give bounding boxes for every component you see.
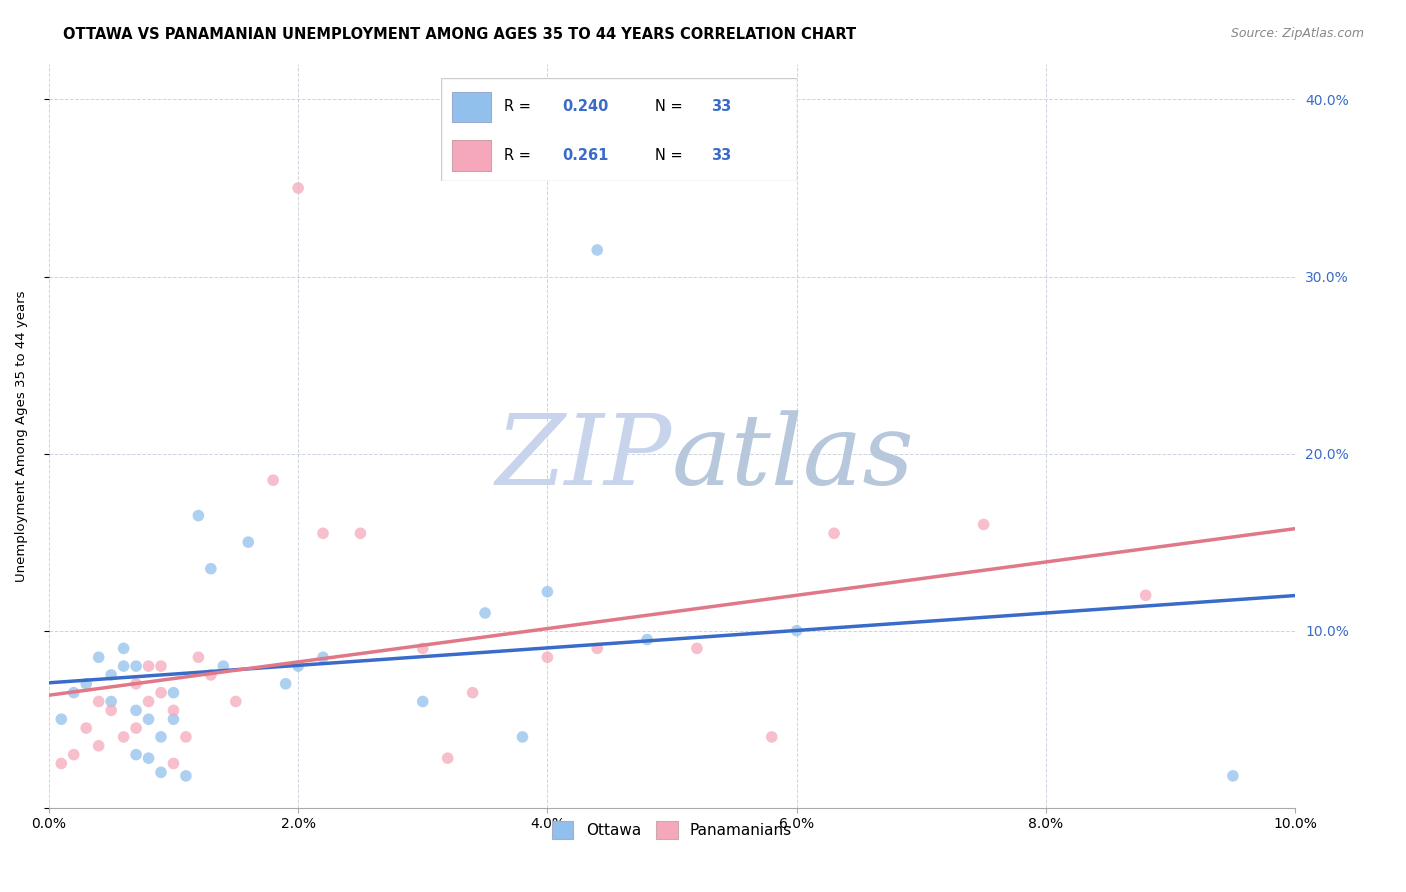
Y-axis label: Unemployment Among Ages 35 to 44 years: Unemployment Among Ages 35 to 44 years <box>15 290 28 582</box>
Point <box>436 751 458 765</box>
Point <box>138 694 160 708</box>
Point <box>512 730 534 744</box>
Legend: Ottawa, Panamanians: Ottawa, Panamanians <box>546 815 799 845</box>
Point <box>125 747 148 762</box>
Point <box>125 721 148 735</box>
Point <box>761 730 783 744</box>
Point <box>973 517 995 532</box>
Point <box>75 677 97 691</box>
Point <box>87 739 110 753</box>
Point <box>200 668 222 682</box>
Point <box>187 650 209 665</box>
Point <box>187 508 209 523</box>
Point <box>100 668 122 682</box>
Point <box>823 526 845 541</box>
Point <box>274 677 297 691</box>
Point <box>162 703 184 717</box>
Point <box>87 650 110 665</box>
Point <box>412 694 434 708</box>
Point <box>586 641 609 656</box>
Text: Source: ZipAtlas.com: Source: ZipAtlas.com <box>1230 27 1364 40</box>
Point <box>200 562 222 576</box>
Point <box>162 712 184 726</box>
Point <box>62 686 84 700</box>
Point <box>536 650 558 665</box>
Text: OTTAWA VS PANAMANIAN UNEMPLOYMENT AMONG AGES 35 TO 44 YEARS CORRELATION CHART: OTTAWA VS PANAMANIAN UNEMPLOYMENT AMONG … <box>63 27 856 42</box>
Point <box>150 659 173 673</box>
Point <box>138 712 160 726</box>
Point <box>212 659 235 673</box>
Point <box>287 181 309 195</box>
Point <box>312 650 335 665</box>
Point <box>138 659 160 673</box>
Point <box>112 730 135 744</box>
Point <box>112 641 135 656</box>
Point <box>636 632 658 647</box>
Point <box>225 694 247 708</box>
Point <box>461 686 484 700</box>
Point <box>412 641 434 656</box>
Point <box>51 756 73 771</box>
Point <box>474 606 496 620</box>
Point <box>238 535 260 549</box>
Point <box>262 473 284 487</box>
Point <box>1135 588 1157 602</box>
Point <box>150 730 173 744</box>
Point <box>536 584 558 599</box>
Point <box>150 686 173 700</box>
Point <box>150 765 173 780</box>
Point <box>1222 769 1244 783</box>
Point <box>586 243 609 257</box>
Point <box>100 703 122 717</box>
Point <box>162 686 184 700</box>
Point <box>174 730 197 744</box>
Text: ZIP: ZIP <box>496 410 672 506</box>
Point <box>125 677 148 691</box>
Point <box>125 703 148 717</box>
Point <box>51 712 73 726</box>
Point <box>287 659 309 673</box>
Point <box>75 721 97 735</box>
Text: atlas: atlas <box>672 410 915 506</box>
Point <box>162 756 184 771</box>
Point <box>349 526 371 541</box>
Point <box>62 747 84 762</box>
Point <box>312 526 335 541</box>
Point <box>100 694 122 708</box>
Point <box>686 641 709 656</box>
Point <box>87 694 110 708</box>
Point <box>174 769 197 783</box>
Point <box>786 624 808 638</box>
Point <box>112 659 135 673</box>
Point <box>138 751 160 765</box>
Point <box>125 659 148 673</box>
